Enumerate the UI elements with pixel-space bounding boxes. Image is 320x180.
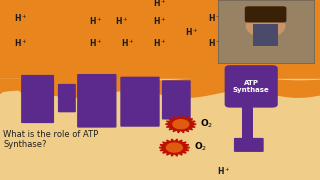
Text: H$^+$: H$^+$ [208, 12, 221, 24]
Text: H$^+$: H$^+$ [14, 12, 28, 24]
Text: H$^+$: H$^+$ [89, 37, 103, 49]
FancyBboxPatch shape [245, 6, 286, 22]
Text: H$^+$: H$^+$ [153, 16, 167, 27]
Bar [0, 79, 320, 180]
Text: H$^+$: H$^+$ [89, 16, 103, 27]
FancyBboxPatch shape [234, 138, 264, 152]
Circle shape [166, 143, 182, 152]
Circle shape [246, 15, 285, 37]
Text: What is the role of ATP
Synthase?: What is the role of ATP Synthase? [3, 130, 99, 149]
FancyBboxPatch shape [58, 84, 76, 112]
Bar [218, 0, 314, 63]
Text: H$^+$: H$^+$ [14, 37, 28, 49]
Text: ATP
Synthase: ATP Synthase [233, 80, 269, 93]
Text: H$^+$: H$^+$ [115, 16, 128, 27]
Bar [242, 103, 253, 140]
Text: H$^+$: H$^+$ [121, 37, 135, 49]
FancyBboxPatch shape [21, 75, 54, 123]
Text: H$^+$: H$^+$ [153, 37, 167, 49]
FancyBboxPatch shape [77, 74, 116, 128]
Text: O$_2$: O$_2$ [200, 117, 213, 130]
Text: H$^+$: H$^+$ [208, 37, 221, 49]
Text: H$^+$: H$^+$ [185, 27, 199, 38]
FancyBboxPatch shape [120, 77, 160, 127]
Text: H$^+$: H$^+$ [227, 23, 240, 35]
Text: O$_2$: O$_2$ [194, 140, 207, 153]
Polygon shape [165, 116, 196, 133]
FancyBboxPatch shape [225, 65, 278, 108]
FancyBboxPatch shape [162, 80, 191, 120]
Bar [253, 24, 278, 46]
Circle shape [173, 120, 189, 129]
Text: H$^+$: H$^+$ [153, 0, 167, 9]
Text: H$^+$: H$^+$ [217, 165, 231, 177]
Polygon shape [159, 139, 190, 156]
Bar [218, 0, 314, 63]
